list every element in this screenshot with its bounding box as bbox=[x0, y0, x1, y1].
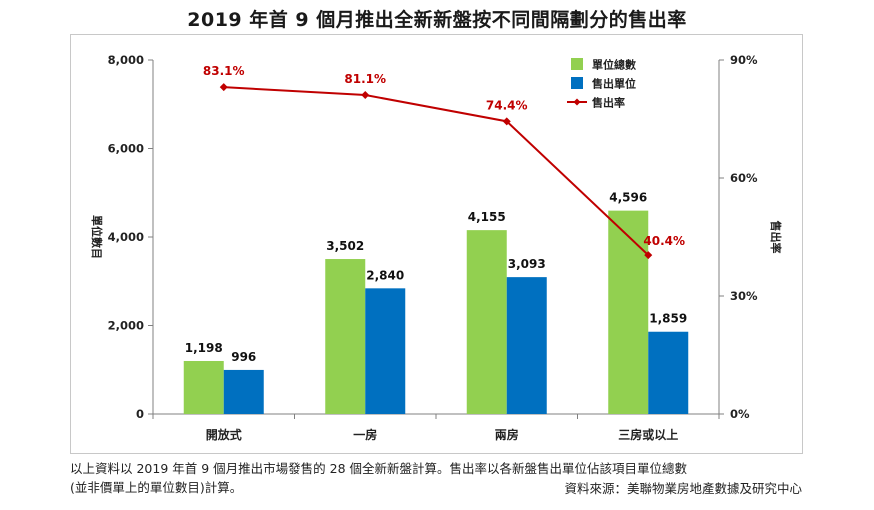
bar-total-units bbox=[183, 360, 224, 414]
sell-through-rate-line bbox=[223, 86, 649, 256]
bar-data-label: 996 bbox=[231, 350, 256, 364]
legend-line-marker bbox=[573, 98, 581, 106]
line-data-label: 83.1% bbox=[203, 64, 245, 78]
bar-data-label: 1,198 bbox=[185, 341, 223, 355]
chart-svg: 0 2,000 4,000 6,000 8,000 0% 30% 60% 90% 單位數目 售出率開… bbox=[90, 53, 783, 442]
line-series-group bbox=[219, 83, 653, 260]
footnote-line-1: 以上資料以 2019 年首 9 個月推出市場發售的 28 個全新新盤計算。售出率… bbox=[70, 461, 688, 476]
line-data-label: 81.1% bbox=[344, 72, 386, 86]
x-tick-label: 一房 bbox=[353, 427, 377, 442]
y2-tick-label: 60% bbox=[730, 171, 758, 185]
bar-data-label: 3,093 bbox=[508, 257, 546, 271]
footnote: 以上資料以 2019 年首 9 個月推出市場發售的 28 個全新新盤計算。售出率… bbox=[70, 459, 810, 497]
y-axis-title: 單位數目 bbox=[90, 215, 104, 259]
legend-label: 售出率 bbox=[591, 96, 625, 110]
line-data-label: 40.4% bbox=[643, 234, 685, 248]
bar-sold-units bbox=[365, 288, 406, 414]
bar-sold-units bbox=[648, 331, 689, 414]
bar-data-label: 3,502 bbox=[326, 239, 364, 253]
legend-label: 單位總數 bbox=[592, 58, 636, 72]
x-tick-label: 兩房 bbox=[495, 427, 519, 442]
y2-tick-label: 90% bbox=[730, 53, 758, 67]
sell-through-rate-point bbox=[219, 83, 228, 92]
line-data-label: 74.4% bbox=[486, 98, 528, 112]
y2-tick-label: 0% bbox=[730, 407, 750, 421]
x-tick-label: 開放式 bbox=[206, 427, 242, 442]
legend-swatch bbox=[571, 58, 583, 70]
bar-total-units bbox=[325, 259, 366, 414]
bars-group bbox=[183, 210, 689, 414]
bar-total-units bbox=[608, 210, 649, 414]
chart-title: 2019 年首 9 個月推出全新新盤按不同間隔劃分的售出率 bbox=[187, 9, 687, 31]
y2-tick-label: 30% bbox=[730, 289, 758, 303]
y-tick-label: 8,000 bbox=[108, 53, 144, 67]
bar-data-label: 4,596 bbox=[609, 191, 647, 205]
legend-label: 售出單位 bbox=[591, 77, 636, 91]
y-tick-label: 6,000 bbox=[108, 142, 144, 156]
bar-sold-units bbox=[506, 277, 547, 414]
y-tick-label: 0 bbox=[136, 407, 144, 421]
legend-swatch bbox=[571, 77, 583, 89]
axes-group: 0 2,000 4,000 6,000 8,000 0% 30% 60% 90% 單位數目 售出率開… bbox=[90, 53, 783, 442]
source-text: 資料來源：美聯物業房地產數據及研究中心 bbox=[564, 481, 802, 496]
x-tick-label: 三房或以上 bbox=[618, 427, 678, 442]
y-tick-label: 4,000 bbox=[108, 230, 144, 244]
sell-through-rate-point bbox=[502, 117, 511, 126]
bar-data-label: 4,155 bbox=[468, 210, 506, 224]
sell-through-rate-point bbox=[361, 91, 370, 100]
labels-group: 1,198 3,502 4,155 4,596 996 2,840 3,093 1,859 83… bbox=[185, 64, 687, 364]
footnote-line-2: (並非價單上的單位數目)計算。 bbox=[70, 480, 243, 495]
y2-axis-title: 售出率 bbox=[769, 220, 783, 254]
bar-data-label: 2,840 bbox=[366, 268, 404, 282]
bar-data-label: 1,859 bbox=[649, 312, 687, 326]
bar-sold-units bbox=[223, 369, 264, 414]
y-tick-label: 2,000 bbox=[108, 319, 144, 333]
sell-through-rate-point bbox=[644, 251, 653, 260]
bar-total-units bbox=[466, 230, 507, 414]
